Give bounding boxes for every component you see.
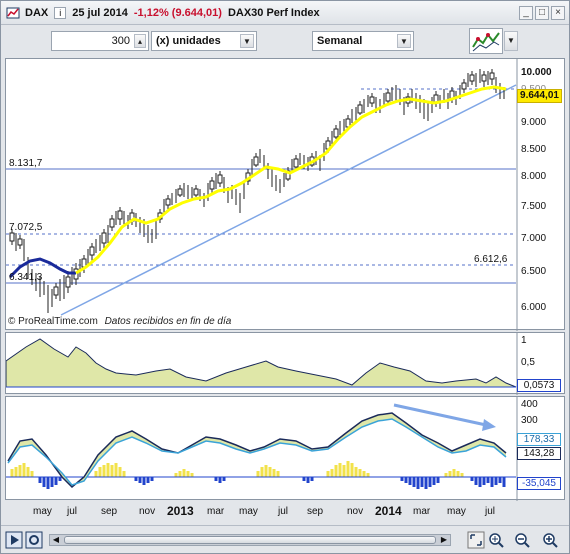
osc-value-badge: 0,0573: [517, 379, 561, 392]
dax-icon: [6, 6, 20, 20]
level-label: 6.612,6: [474, 254, 508, 265]
period-value: Semanal: [317, 35, 363, 47]
maximize-icon[interactable]: □: [535, 6, 549, 20]
time-tick: mar: [207, 506, 225, 517]
scrollbar[interactable]: ◀ ▶: [49, 534, 451, 546]
instrument-name: DAX30 Perf Index: [227, 6, 320, 19]
price-tick: 7.500: [521, 201, 547, 212]
chevron-down-icon[interactable]: ▼: [240, 34, 254, 48]
price-tick: 7.000: [521, 233, 547, 244]
macd-tick: 400: [521, 399, 538, 410]
indicator-icon[interactable]: [469, 28, 503, 54]
price-tick: 6.000: [521, 302, 547, 313]
macd-panel[interactable]: 400 300 178,33 143,28 -35,045: [5, 396, 565, 501]
quantity-input[interactable]: 300 ▴: [51, 31, 149, 51]
macd-value-c: -35,045: [517, 477, 561, 490]
period-select[interactable]: Semanal ▼: [312, 31, 414, 51]
time-tick: 2013: [167, 504, 194, 518]
time-tick: mar: [413, 506, 431, 517]
minimize-icon[interactable]: _: [519, 6, 533, 20]
price-tick: 8.500: [521, 144, 547, 155]
macd-value-b: 143,28: [517, 447, 561, 460]
macd-tick: 300: [521, 415, 538, 426]
time-tick: jul: [278, 506, 289, 517]
zoom-in-icon[interactable]: [541, 531, 559, 549]
macd-value-a: 178,33: [517, 433, 561, 446]
close-icon[interactable]: ×: [551, 6, 565, 20]
time-axis: may jul sep nov 2013 mar may jul sep nov…: [5, 501, 565, 523]
date-label: 25 jul 2014: [72, 6, 128, 19]
zoom-fit-alt-icon[interactable]: [487, 531, 505, 549]
ma-yellow-line: [75, 85, 507, 275]
scrollbar-thumb[interactable]: [64, 536, 436, 544]
time-tick: may: [239, 506, 258, 517]
chevron-down-icon[interactable]: ▼: [397, 34, 411, 48]
units-select[interactable]: (x) unidades ▼: [151, 31, 257, 51]
time-tick: may: [447, 506, 466, 517]
units-value: (x) unidades: [156, 35, 221, 47]
quantity-value: 300: [111, 35, 130, 47]
zoom-fit-icon[interactable]: [467, 531, 485, 549]
price-tick: 9.000: [521, 117, 547, 128]
zoom-out-icon[interactable]: [513, 531, 531, 549]
oscillator-chart: [5, 333, 518, 395]
indicator-menu-arrow[interactable]: ▼: [504, 31, 518, 51]
time-tick: 2014: [375, 504, 402, 518]
settings-icon[interactable]: [25, 531, 43, 549]
time-tick: nov: [139, 506, 156, 517]
quantity-stepper[interactable]: ▴: [134, 34, 146, 48]
play-icon[interactable]: [5, 531, 23, 549]
price-tick: 8.000: [521, 171, 547, 182]
time-tick: jul: [485, 506, 496, 517]
change-label: -1,12% (9.644,01): [133, 6, 222, 19]
osc-tick: 0,5: [521, 357, 535, 368]
time-tick: sep: [307, 506, 324, 517]
oscillator-panel[interactable]: 1 0,5 0,0573: [5, 332, 565, 395]
price-chart: [6, 59, 518, 331]
level-label: 8.131,7: [9, 158, 43, 169]
watermark: © ProRealTime.com Datos recibidos en fin…: [8, 316, 232, 327]
macd-chart: [6, 397, 518, 501]
price-panel[interactable]: 10.000 9.500 9.000 8.500 8.000 7.500 7.0…: [5, 58, 565, 331]
ma-dark-line: [8, 257, 76, 279]
bottom-toolbar: ◀ ▶: [1, 525, 569, 553]
time-tick: may: [33, 506, 52, 517]
price-tick: 6.500: [521, 266, 547, 277]
level-label: 7.072,5: [9, 222, 43, 233]
toolbar: 300 ▴ (x) unidades ▼ Semanal ▼ ▼: [1, 26, 569, 58]
title-bar[interactable]: DAX i 25 jul 2014 -1,12% (9.644,01) DAX3…: [1, 1, 569, 25]
scrollbar-arrow-left[interactable]: ◀: [52, 535, 60, 544]
scrollbar-arrow-right[interactable]: ▶: [440, 535, 448, 544]
last-price-badge: 9.644,01: [517, 89, 562, 103]
histogram: [10, 461, 506, 489]
level-label: 6.341,3: [9, 272, 43, 283]
symbol-label: DAX: [25, 6, 49, 19]
time-tick: nov: [347, 506, 364, 517]
osc-tick: 1: [521, 335, 527, 346]
time-tick: jul: [67, 506, 78, 517]
candlesticks: [9, 69, 505, 313]
price-tick: 10.000: [521, 67, 552, 78]
info-icon[interactable]: i: [54, 6, 67, 19]
time-tick: sep: [101, 506, 118, 517]
